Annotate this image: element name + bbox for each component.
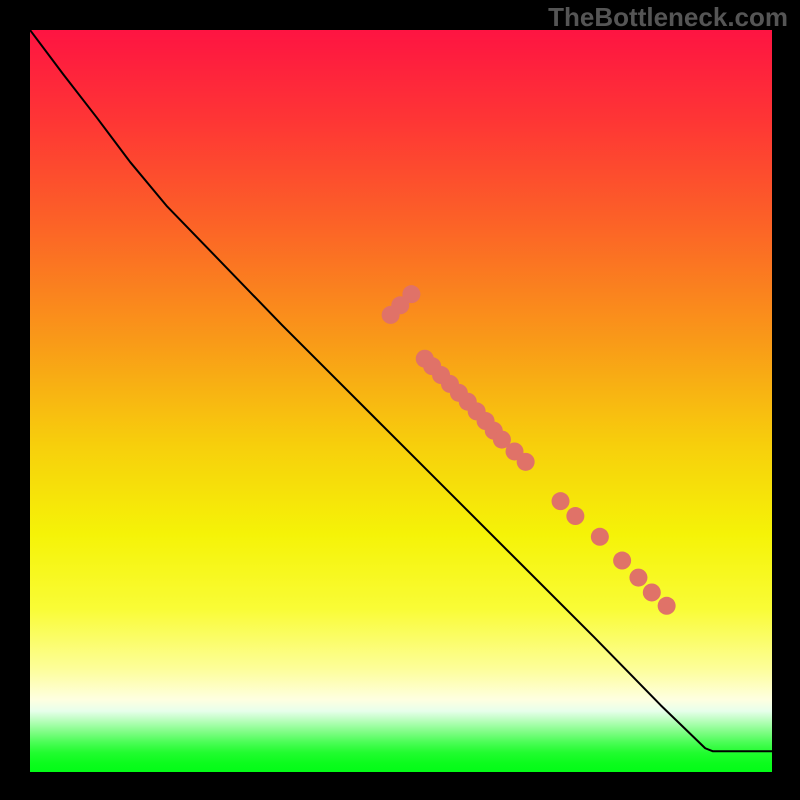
marker-point (591, 528, 609, 546)
marker-point (643, 583, 661, 601)
marker-point (613, 552, 631, 570)
gradient-background (30, 30, 772, 772)
marker-point (402, 285, 420, 303)
marker-point (629, 569, 647, 587)
watermark-text: TheBottleneck.com (548, 2, 788, 33)
plot-area (30, 30, 772, 772)
marker-point (566, 507, 584, 525)
marker-point (552, 492, 570, 510)
marker-point (517, 453, 535, 471)
marker-point (658, 597, 676, 615)
canvas: TheBottleneck.com (0, 0, 800, 800)
